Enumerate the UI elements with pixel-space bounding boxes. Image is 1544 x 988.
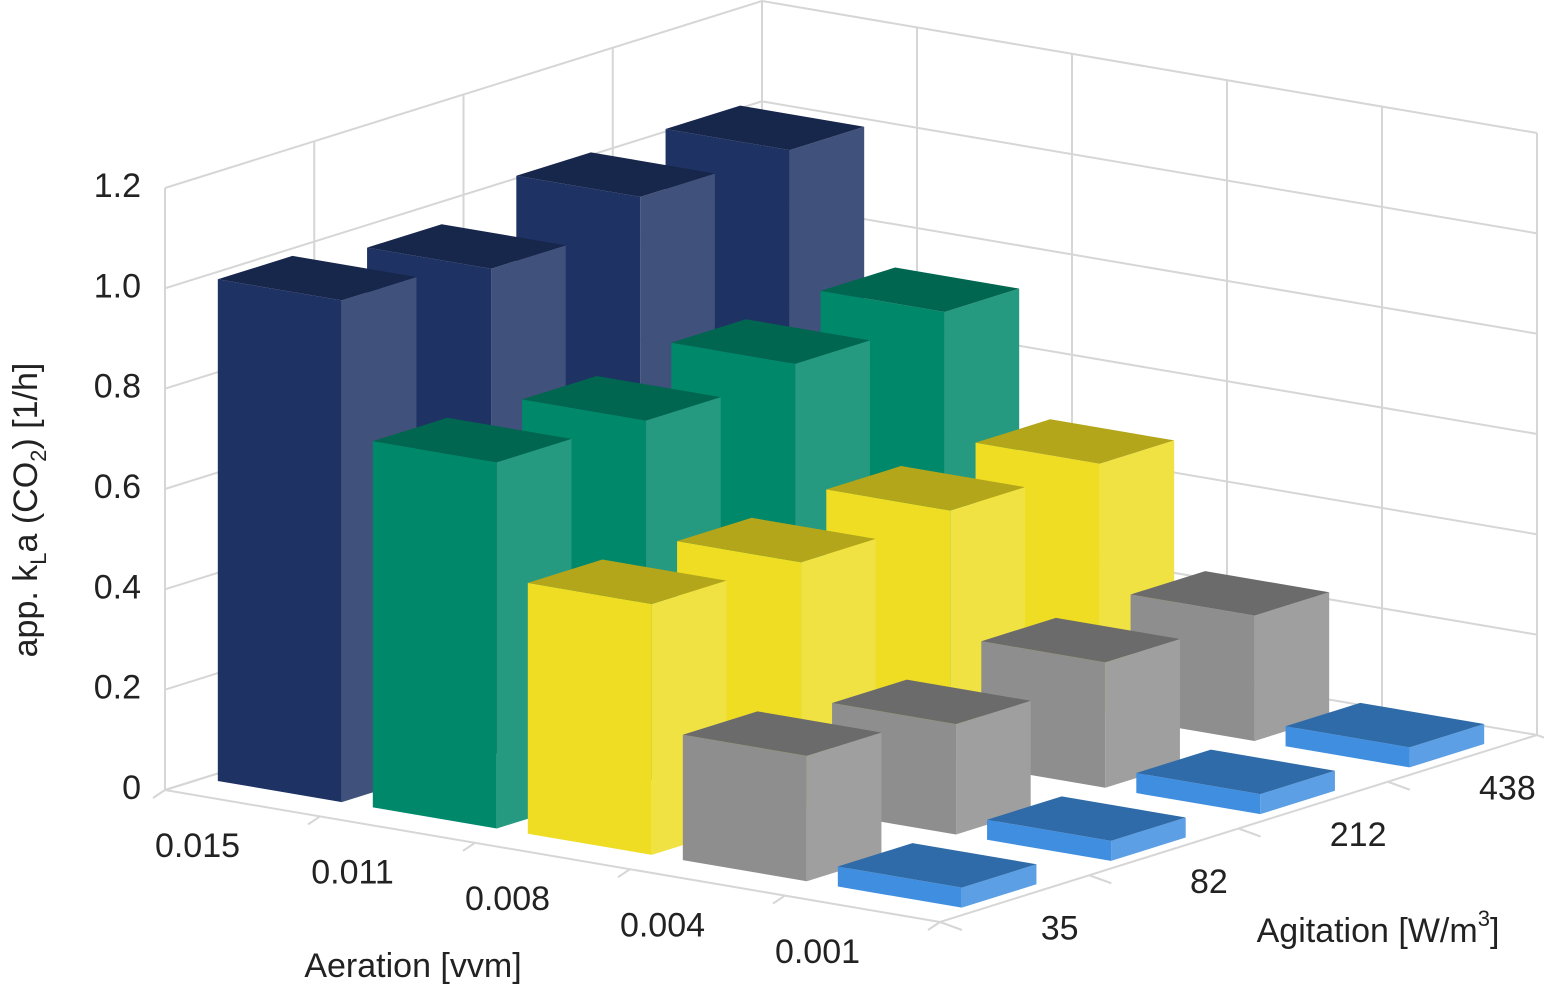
bar-side [956,700,1031,835]
bar-top [975,419,1175,464]
y-tick-label: 0.8 [94,368,141,406]
label-part: a (CO [7,462,45,553]
bar [837,843,1037,908]
x-tick-label: 0.015 [155,827,240,865]
bar-front [1285,726,1410,768]
bar [1136,749,1335,815]
floor-tick [1238,827,1261,838]
floor-tick [1536,734,1544,739]
floor-tick [1387,780,1411,791]
bar-front [1136,772,1261,815]
z-axis-title: Agitation [W/m3] [1257,906,1500,950]
bar-top [372,417,572,463]
bar-side [961,864,1037,908]
y-tick-label: 0.4 [94,568,141,606]
y-axis-title: app. kLa (CO2) [1/h] [7,363,51,658]
bar-top [522,376,721,421]
bar-top [367,224,566,269]
bar-top [677,517,876,563]
bar-top [837,843,1037,888]
bars [217,105,1485,908]
grid-line [164,100,1538,290]
floor-tick [772,894,786,905]
bar-side [1254,592,1330,742]
y-tick-label: 0.2 [94,669,141,707]
y-tick-label: 0.6 [94,468,141,506]
labels: 0 0.2 0.4 0.6 0.8 1.0 1.2 0.015 0.011 0.008 0.004 0… [7,167,1536,985]
bar-top [826,466,1025,511]
floor-tick [927,921,941,931]
bar-side [806,732,882,882]
label-part: 3 [1478,906,1490,931]
bar [987,796,1186,861]
bar-front [837,866,962,908]
y-tick-label: 1.2 [94,167,141,205]
label-part: 2 [26,450,51,462]
floor-tick [152,789,166,799]
bar-side [1111,817,1186,861]
z-tick-label: 212 [1330,816,1387,854]
bar-front [987,819,1112,861]
bar-top [665,105,865,151]
bar-top [832,679,1031,725]
bar-top [516,152,715,197]
bar [1285,702,1485,768]
label-part: ) [1/h] [7,363,45,450]
z-tick-label: 438 [1479,769,1536,807]
bar-top [1285,702,1485,748]
bar-side [1260,770,1335,815]
bar-side [1409,723,1485,768]
floor-tick [462,841,476,852]
floor-tick [307,815,321,826]
bar-top [527,559,727,605]
label-part: L [26,553,51,565]
floor-tick [939,921,963,931]
y-tick-label: 1.0 [94,267,141,305]
bar-top [820,267,1020,312]
x-axis-title: Aeration [vvm] [304,947,521,985]
grid-line [164,0,1538,189]
y-tick-label: 0 [122,769,141,807]
x-tick-label: 0.004 [620,906,705,944]
label-part: Agitation [W/m [1257,912,1478,950]
bar-top [671,319,870,364]
bar-front [682,734,807,882]
bar-top [1136,749,1335,795]
floor-tick [1088,874,1112,885]
bar-front [527,582,652,855]
bar-top [217,255,417,301]
z-tick-label: 82 [1190,863,1228,901]
label-part: app. k [7,564,45,658]
bar-front [372,441,497,829]
bar-front [217,279,342,803]
z-tick-label: 35 [1041,910,1079,948]
x-tick-label: 0.001 [775,933,860,971]
bar-side [1105,638,1180,788]
bar-top [682,711,882,756]
bar-top [981,617,1180,663]
floor-tick [617,868,631,879]
bar-top [987,796,1186,841]
x-tick-label: 0.008 [465,880,550,918]
x-tick-label: 0.011 [311,854,394,892]
bar-top [1130,571,1330,616]
bar [682,711,882,882]
label-part: ] [1490,912,1499,950]
